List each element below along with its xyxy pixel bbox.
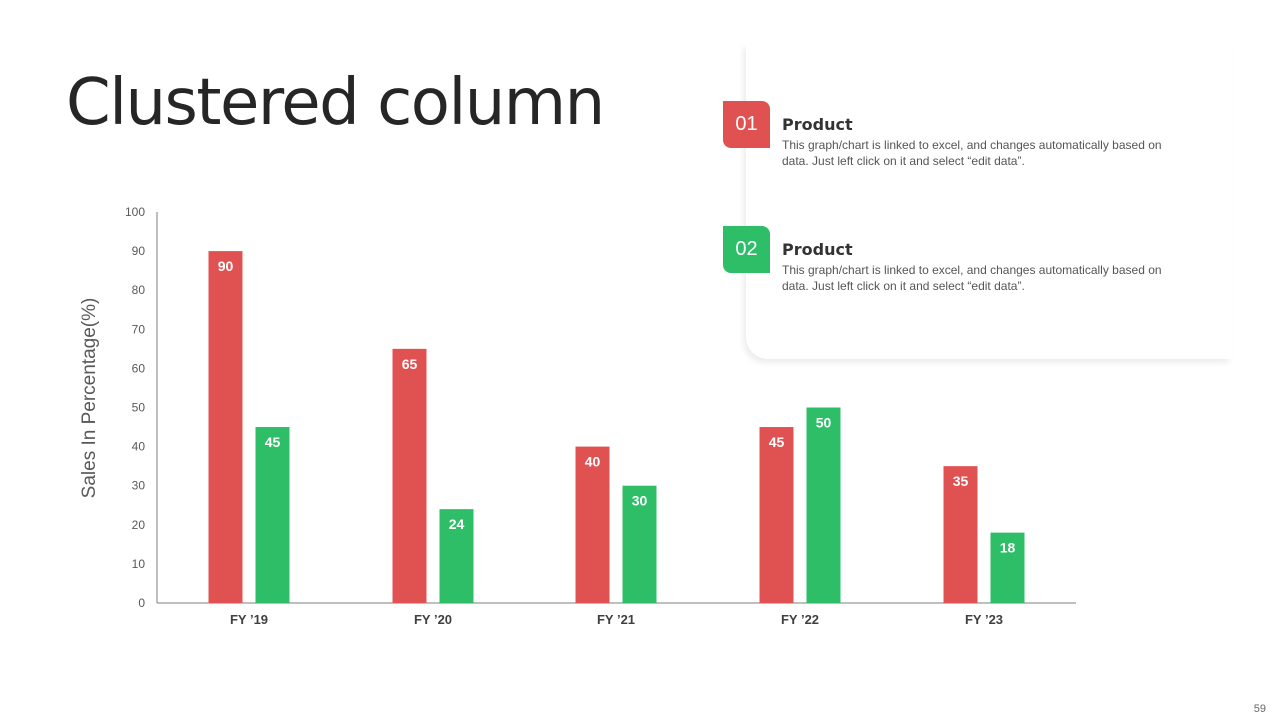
bar-series1-2 (392, 348, 427, 603)
y-tick-label-100: 100 (125, 205, 145, 219)
bar-series1-4 (759, 427, 794, 603)
x-tick-label-1: FY ’19 (230, 612, 268, 627)
data-label-series1-3: 40 (585, 454, 601, 470)
bar-series2-3 (622, 485, 657, 603)
y-tick-label-50: 50 (132, 401, 146, 415)
bar-series2-1 (255, 427, 290, 603)
legend-item-product-2: 02 Product This graph/chart is linked to… (723, 226, 1163, 293)
page-number: 59 (1253, 703, 1266, 715)
x-tick-label-4: FY ’22 (781, 612, 819, 627)
y-tick-label-70: 70 (132, 322, 146, 336)
bar-series1-5 (943, 466, 978, 603)
y-tick-label-20: 20 (132, 518, 146, 532)
x-tick-label-2: FY ’20 (414, 612, 452, 627)
data-label-series2-5: 18 (1000, 540, 1016, 556)
bar-series2-2 (439, 509, 474, 603)
y-tick-label-60: 60 (132, 361, 146, 375)
legend-item-product-1: 01 Product This graph/chart is linked to… (723, 101, 1163, 168)
legend-title-1: Product (782, 115, 853, 134)
y-tick-label-80: 80 (132, 283, 146, 297)
data-label-series2-4: 50 (816, 415, 832, 431)
bar-series1-3 (575, 446, 610, 603)
bar-series1-1 (208, 251, 243, 603)
y-tick-label-90: 90 (132, 244, 146, 258)
data-label-series2-1: 45 (265, 434, 281, 450)
data-label-series2-3: 30 (632, 493, 648, 509)
legend-description-1: This graph/chart is linked to excel, and… (782, 138, 1162, 168)
data-label-series1-4: 45 (769, 434, 785, 450)
slide-title: Clustered column (66, 66, 605, 140)
y-tick-label-0: 0 (138, 596, 145, 610)
data-label-series1-2: 65 (402, 356, 418, 372)
legend-title-2: Product (782, 240, 853, 259)
data-label-series1-5: 35 (953, 473, 969, 489)
legend-badge-01: 01 (723, 101, 770, 148)
y-axis-label: Sales In Percentage(%) (79, 298, 100, 499)
data-label-series1-1: 90 (218, 258, 234, 274)
legend-panel (746, 44, 1232, 359)
y-tick-label-40: 40 (132, 440, 146, 454)
bar-series2-5 (990, 532, 1025, 603)
data-label-series2-2: 24 (449, 516, 465, 532)
legend-badge-02: 02 (723, 226, 770, 273)
legend-description-2: This graph/chart is linked to excel, and… (782, 263, 1162, 293)
y-tick-label-10: 10 (132, 557, 146, 571)
x-tick-label-3: FY ’21 (597, 612, 635, 627)
bar-series2-4 (806, 407, 841, 603)
y-tick-label-30: 30 (132, 479, 146, 493)
x-tick-label-5: FY ’23 (965, 612, 1003, 627)
